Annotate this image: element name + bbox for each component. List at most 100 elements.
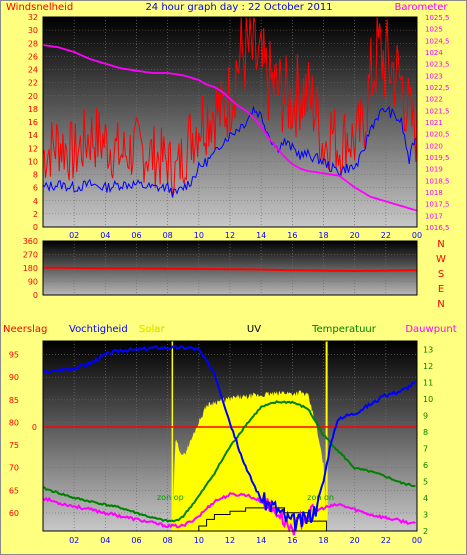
wind-axis-tick: 6 [33, 184, 38, 193]
barometer-axis-tick: 1023,5 [425, 61, 450, 69]
panel-3-border [42, 340, 418, 532]
temperature-axis-tick: 13 [423, 345, 433, 354]
barometer-axis-tick: 1025 [425, 26, 443, 34]
temperature-label: Temperatuur [311, 324, 377, 335]
sunrise-label: zon op [157, 493, 184, 502]
x-tick-label: 06 [131, 536, 141, 545]
barometer-axis-tick: 1017 [425, 212, 443, 220]
compass-w: W [436, 254, 446, 265]
wind-axis-tick: 16 [28, 118, 38, 127]
rain-axis-tick: 0 [32, 423, 37, 432]
x-tick-label: 22 [381, 231, 391, 240]
x-tick-label: 18 [318, 231, 328, 240]
panel-1-border [42, 16, 418, 228]
x-tick-label: 04 [100, 231, 110, 240]
barometer-axis-tick: 1020 [425, 142, 443, 150]
x-tick-label: 04 [100, 536, 110, 545]
x-tick-label: 10 [194, 231, 204, 240]
direction-axis-tick: 270 [23, 251, 38, 260]
barometer-axis-tick: 1025,5 [425, 14, 450, 22]
humidity-axis-tick: 95 [9, 351, 19, 360]
dewpoint-series [42, 492, 416, 536]
x-tick-label: 20 [350, 231, 360, 240]
humidity-axis-tick: 75 [9, 441, 19, 450]
compass-e: E [438, 284, 444, 295]
barometer-axis-tick: 1021 [425, 119, 443, 127]
wind-speed-series [42, 16, 418, 199]
barometer-axis-tick: 1016,5 [425, 224, 450, 232]
wind-direction-series [43, 266, 417, 273]
direction-axis-tick: 180 [23, 264, 38, 273]
temperature-axis-tick: 9 [423, 411, 428, 420]
sunset-label: zon on [307, 493, 334, 502]
x-tick-label: 14 [256, 231, 266, 240]
compass-n-bottom: N [437, 299, 444, 310]
temperature-series [42, 400, 416, 523]
x-tick-label: 20 [350, 536, 360, 545]
humidity-axis-tick: 90 [9, 373, 19, 382]
direction-axis-tick: 90 [28, 278, 38, 287]
compass-n-top: N [437, 239, 444, 250]
x-tick-label: 08 [163, 536, 173, 545]
wind-axis-tick: 32 [28, 13, 38, 22]
humidity-label: Vochtigheid [69, 324, 128, 335]
temperature-axis-tick: 4 [423, 494, 428, 503]
x-tick-label: 16 [287, 536, 297, 545]
humidity-axis-tick: 65 [9, 486, 19, 495]
humidity-series [42, 345, 417, 531]
x-tick-label: 06 [131, 231, 141, 240]
barometer-label: Barometer [394, 2, 448, 13]
wind-axis-tick: 30 [28, 26, 38, 35]
panel-2-border [42, 240, 418, 296]
dewpoint-label: Dauwpunt [405, 324, 456, 335]
barometer-axis-tick: 1023 [425, 72, 443, 80]
wind-axis-tick: 22 [28, 79, 38, 88]
wind-axis-tick: 18 [28, 105, 38, 114]
barometer-axis-tick: 1020,5 [425, 131, 450, 139]
humidity-axis-tick: 85 [9, 396, 19, 405]
wind-axis-tick: 10 [28, 157, 38, 166]
barometer-axis-tick: 1018 [425, 189, 443, 197]
direction-axis-tick: 360 [23, 237, 38, 246]
wind-axis-tick: 4 [33, 197, 38, 206]
solar-area [172, 390, 327, 532]
compass-s: S [438, 269, 444, 280]
x-tick-label: 10 [194, 536, 204, 545]
barometer-axis-tick: 1017,5 [425, 201, 450, 209]
gust-series [42, 105, 416, 197]
wind-axis-tick: 0 [33, 223, 38, 232]
humidity-axis-tick: 60 [9, 509, 19, 518]
temperature-axis-tick: 10 [423, 395, 433, 404]
solar-label: Solar [139, 324, 165, 335]
humidity-axis-tick: 70 [9, 464, 19, 473]
wind-axis-tick: 28 [28, 39, 38, 48]
temperature-axis-tick: 8 [423, 428, 428, 437]
wind-axis-tick: 2 [33, 210, 38, 219]
barometer-axis-tick: 1019,5 [425, 154, 450, 162]
wind-axis-tick: 26 [28, 52, 38, 61]
chart-title: 24 hour graph day : 22 October 2011 [145, 2, 332, 13]
x-tick-label: 18 [318, 536, 328, 545]
humidity-axis-tick: 80 [9, 418, 19, 427]
barometer-axis-tick: 1021,5 [425, 107, 450, 115]
wind-axis-tick: 14 [28, 131, 38, 140]
wind-axis-tick: 20 [28, 92, 38, 101]
wind-axis-tick: 24 [28, 66, 38, 75]
x-tick-label: 00 [412, 536, 422, 545]
x-tick-label: 16 [287, 231, 297, 240]
x-tick-label: 02 [69, 231, 79, 240]
temperature-axis-tick: 5 [423, 477, 428, 486]
temperature-axis-tick: 12 [423, 362, 433, 371]
temperature-axis-tick: 6 [423, 461, 428, 470]
direction-axis-tick: 0 [33, 291, 38, 300]
barometer-axis-tick: 1018,5 [425, 177, 450, 185]
barometer-axis-tick: 1024,5 [425, 37, 450, 45]
x-tick-label: 08 [163, 231, 173, 240]
x-tick-label: 14 [256, 536, 266, 545]
x-tick-label: 12 [225, 231, 235, 240]
wind-speed-label: Windsnelheid [6, 2, 73, 13]
rain-label: Neerslag [3, 324, 47, 335]
x-tick-label: 22 [381, 536, 391, 545]
